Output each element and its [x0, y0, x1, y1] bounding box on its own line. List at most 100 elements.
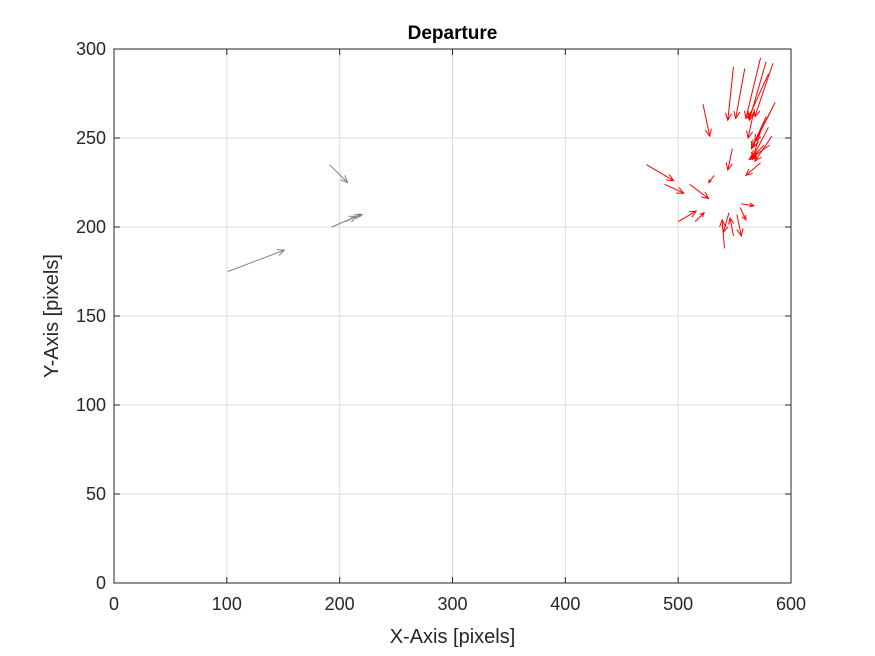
- y-tick-label: 300: [76, 39, 106, 59]
- arrow-shaft: [754, 63, 774, 117]
- arrow-shaft: [752, 127, 769, 158]
- arrow-head: [736, 228, 744, 238]
- x-tick-label: 500: [663, 594, 693, 614]
- red-vector-arrow: [646, 164, 675, 182]
- arrow-shaft: [754, 135, 773, 162]
- arrow-shaft: [702, 104, 711, 137]
- red-vector-arrow: [753, 63, 774, 118]
- vector-field: [227, 57, 776, 272]
- red-vector-arrow: [736, 214, 744, 238]
- arrow-shaft: [727, 148, 733, 171]
- arrow-head: [699, 211, 705, 218]
- arrow-shaft: [747, 73, 769, 119]
- red-vector-arrow: [664, 183, 685, 194]
- arrow-head: [676, 187, 685, 194]
- x-axis-label: X-Axis [pixels]: [390, 626, 516, 648]
- arrow-head: [745, 130, 754, 140]
- x-tick-label: 400: [550, 594, 580, 614]
- x-tick-label: 0: [109, 594, 119, 614]
- red-vector-arrow: [724, 66, 734, 122]
- arrow-shaft: [689, 183, 709, 199]
- arrow-shaft: [646, 164, 674, 182]
- x-tick-label: 100: [212, 594, 242, 614]
- arrow-shaft: [329, 164, 348, 183]
- arrow-shaft: [736, 214, 742, 237]
- arrow-shaft: [722, 212, 730, 233]
- x-tick-label: 200: [325, 594, 355, 614]
- arrow-shaft: [745, 162, 761, 176]
- arrow-head: [701, 191, 710, 200]
- arrow-shaft: [745, 57, 762, 119]
- arrow-shaft: [735, 68, 746, 119]
- red-vector-arrow: [728, 216, 735, 236]
- red-vector-arrow: [745, 111, 755, 140]
- y-tick-label: 150: [76, 306, 106, 326]
- red-vector-arrow: [743, 57, 762, 120]
- red-vector-arrow: [689, 183, 710, 200]
- arrow-head: [751, 141, 758, 150]
- y-tick-label: 0: [96, 573, 106, 593]
- arrow-head: [725, 162, 733, 172]
- red-vector-arrow: [747, 73, 769, 120]
- arrow-shaft: [741, 203, 754, 207]
- arrow-shaft: [751, 116, 767, 149]
- x-tick-label: 300: [437, 594, 467, 614]
- arrow-shaft: [677, 210, 697, 223]
- arrow-shaft: [747, 111, 755, 139]
- arrow-head: [743, 110, 751, 120]
- arrow-head: [724, 112, 733, 122]
- y-tick-label: 50: [86, 484, 106, 504]
- arrow-head: [753, 108, 761, 118]
- arrow-shaft: [721, 219, 725, 249]
- arrow-head: [357, 213, 364, 218]
- arrow-head: [665, 174, 675, 182]
- arrow-shaft: [750, 144, 765, 160]
- arrow-shaft: [694, 212, 705, 223]
- arrow-shaft: [350, 214, 363, 219]
- arrow-shaft: [664, 183, 685, 194]
- arrow-head: [728, 216, 735, 225]
- arrow-shaft: [708, 175, 715, 183]
- arrow-shaft: [752, 127, 763, 160]
- red-vector-series: [646, 57, 776, 249]
- gray-vector-arrow: [227, 249, 286, 272]
- y-axis-label: Y-Axis [pixels]: [41, 254, 63, 378]
- arrow-head: [704, 128, 712, 138]
- y-tick-label: 200: [76, 217, 106, 237]
- arrow-head: [688, 210, 698, 218]
- arrow-head: [749, 152, 758, 161]
- arrow-head: [744, 168, 753, 177]
- red-vector-arrow: [702, 104, 712, 138]
- red-vector-arrow: [751, 116, 767, 150]
- arrow-head: [340, 175, 349, 184]
- red-vector-arrow: [749, 144, 765, 161]
- red-vector-arrow: [744, 162, 761, 177]
- gray-vector-series: [227, 164, 364, 272]
- y-tick-label: 100: [76, 395, 106, 415]
- y-tick-label: 250: [76, 128, 106, 148]
- arrow-head: [733, 110, 741, 120]
- arrow-shaft: [739, 207, 747, 221]
- gray-vector-arrow: [329, 164, 349, 184]
- red-vector-arrow: [707, 175, 715, 184]
- arrow-shaft: [727, 66, 734, 121]
- arrow-head: [719, 218, 727, 228]
- arrow-head: [276, 249, 286, 256]
- arrow-shaft: [227, 249, 285, 272]
- gray-vector-arrow: [350, 213, 364, 219]
- red-vector-arrow: [733, 68, 746, 120]
- axis-ticks: 0 100 200 300 400 500 600 0 50 100 150 200 250 300: [76, 39, 806, 614]
- arrow-head: [747, 110, 755, 120]
- arrow-head: [741, 214, 747, 221]
- arrow-head: [707, 179, 712, 184]
- red-vector-arrow: [739, 207, 747, 221]
- red-vector-arrow: [677, 210, 698, 223]
- red-vector-arrow: [694, 211, 705, 223]
- x-tick-label: 600: [776, 594, 806, 614]
- red-vector-arrow: [719, 218, 727, 249]
- chart-title: Departure: [408, 23, 498, 44]
- arrow-head: [749, 202, 755, 208]
- arrow-shaft: [729, 218, 734, 236]
- red-vector-arrow: [741, 202, 755, 208]
